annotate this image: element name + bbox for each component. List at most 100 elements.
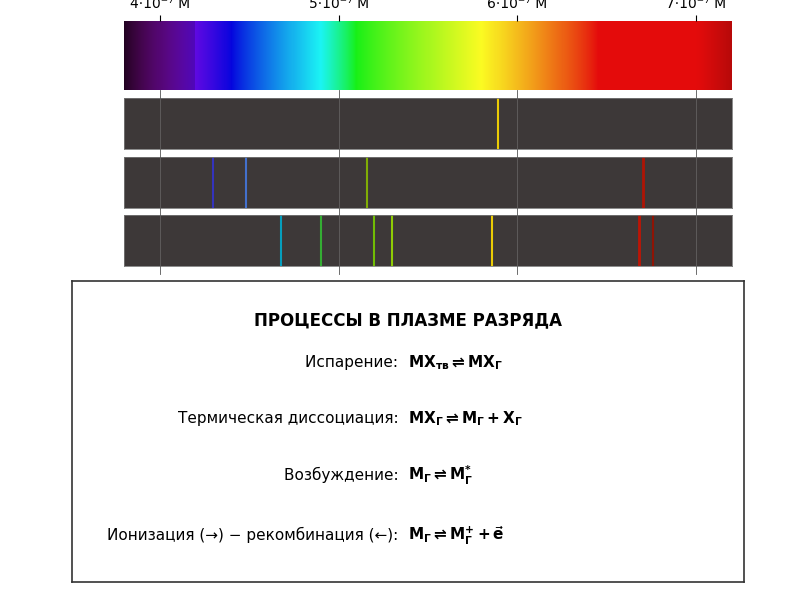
Bar (713, 21, 714, 90)
Bar (359, 21, 361, 90)
Bar (212, 21, 214, 90)
Bar (656, 21, 657, 90)
Bar (211, 21, 212, 90)
Bar (677, 21, 678, 90)
Bar (633, 21, 634, 90)
Bar (695, 21, 697, 90)
Bar (178, 21, 179, 90)
Bar (547, 21, 548, 90)
Bar (408, 21, 410, 90)
Bar (729, 21, 730, 90)
Bar (585, 21, 586, 90)
Bar (580, 21, 581, 90)
Bar (238, 21, 240, 90)
Bar (191, 21, 192, 90)
Bar (165, 21, 166, 90)
Bar (490, 21, 491, 90)
Bar (250, 21, 251, 90)
Bar (346, 21, 347, 90)
Bar (286, 21, 287, 90)
Bar (247, 21, 248, 90)
Bar (391, 21, 392, 90)
Bar (448, 21, 449, 90)
Bar (641, 21, 642, 90)
Bar (136, 21, 137, 90)
Bar (572, 21, 573, 90)
Bar (642, 21, 644, 90)
Bar (182, 21, 183, 90)
Bar (676, 21, 677, 90)
Bar (706, 21, 708, 90)
Bar (608, 21, 609, 90)
Bar (133, 21, 134, 90)
Bar (185, 21, 186, 90)
Bar (177, 21, 178, 90)
Bar (248, 21, 249, 90)
Bar (317, 21, 318, 90)
Bar (594, 21, 595, 90)
Bar (534, 21, 535, 90)
Bar (469, 21, 470, 90)
Bar (331, 21, 332, 90)
Bar (246, 21, 247, 90)
Bar (730, 21, 731, 90)
Bar (536, 21, 537, 90)
Bar (330, 21, 331, 90)
Bar (388, 21, 389, 90)
Bar (139, 21, 140, 90)
Bar (404, 21, 405, 90)
Bar (682, 21, 683, 90)
Bar (552, 21, 554, 90)
Bar (615, 21, 616, 90)
Bar (690, 21, 691, 90)
Bar (434, 21, 436, 90)
Bar (653, 21, 654, 90)
Bar (514, 21, 516, 90)
Bar (263, 21, 264, 90)
Bar (183, 21, 184, 90)
Bar (321, 21, 322, 90)
Bar (257, 21, 258, 90)
Bar (475, 21, 476, 90)
Bar (610, 21, 611, 90)
Bar (657, 21, 658, 90)
Bar (663, 21, 664, 90)
Bar (256, 21, 257, 90)
Bar (251, 21, 252, 90)
Bar (498, 21, 499, 90)
Bar (464, 21, 465, 90)
Bar (131, 21, 132, 90)
Bar (723, 21, 724, 90)
Bar (158, 21, 159, 90)
Bar (373, 21, 374, 90)
Bar (674, 21, 675, 90)
Bar (727, 21, 728, 90)
Bar (381, 21, 382, 90)
Bar (399, 21, 400, 90)
Bar (325, 21, 326, 90)
Bar (468, 21, 469, 90)
Bar (577, 21, 578, 90)
Bar (596, 21, 597, 90)
Bar (324, 21, 325, 90)
Bar (355, 21, 357, 90)
Bar (467, 21, 468, 90)
Text: Испарение:: Испарение: (306, 355, 408, 370)
Bar (463, 21, 464, 90)
Bar (392, 21, 393, 90)
Bar (588, 21, 589, 90)
Bar (666, 21, 667, 90)
Bar (362, 21, 363, 90)
Bar (170, 21, 172, 90)
Bar (187, 21, 188, 90)
Bar (519, 21, 520, 90)
Bar (644, 21, 645, 90)
Bar (457, 21, 458, 90)
Bar (423, 21, 425, 90)
Bar (452, 21, 453, 90)
Bar (482, 21, 483, 90)
Bar (276, 21, 278, 90)
Bar (271, 21, 272, 90)
Bar (344, 21, 346, 90)
Bar (582, 21, 584, 90)
